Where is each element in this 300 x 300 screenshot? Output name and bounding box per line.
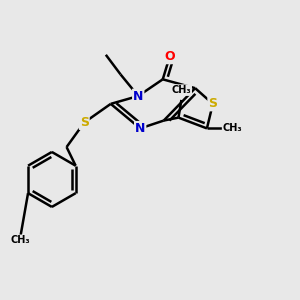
Text: S: S — [80, 116, 89, 129]
Text: S: S — [208, 98, 217, 110]
Text: CH₃: CH₃ — [11, 235, 30, 245]
Text: N: N — [133, 89, 143, 103]
Text: N: N — [135, 122, 146, 135]
Text: O: O — [164, 50, 175, 63]
Text: CH₃: CH₃ — [223, 123, 242, 134]
Text: CH₃: CH₃ — [172, 85, 191, 95]
